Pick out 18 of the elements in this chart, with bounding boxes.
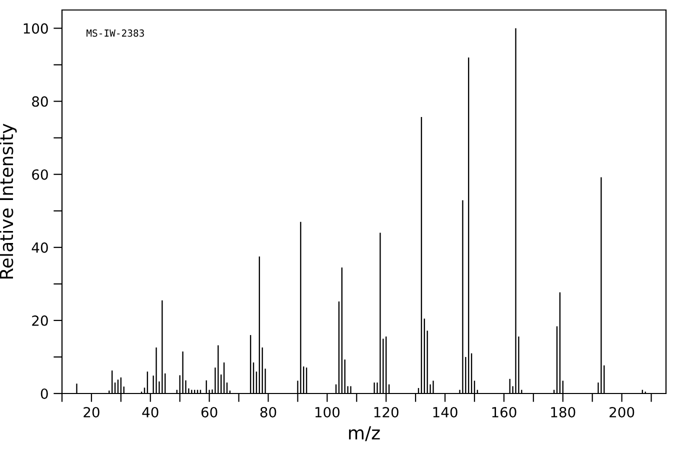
x-tick-label: 80 xyxy=(260,406,276,418)
x-tick-label: 160 xyxy=(492,406,516,418)
y-tick-label: 60 xyxy=(32,169,48,180)
x-tick-label: 200 xyxy=(610,406,634,418)
x-tick-label: 120 xyxy=(374,406,398,418)
y-tick-label: 40 xyxy=(32,242,48,253)
y-tick-label: 0 xyxy=(40,388,48,399)
x-tick-label: 20 xyxy=(84,406,100,418)
x-axis-title: m/z xyxy=(349,426,380,442)
y-tick-label: 20 xyxy=(32,315,48,326)
x-tick-label: 180 xyxy=(551,406,576,418)
annotation: MS-IW-2383 xyxy=(86,29,144,37)
x-tick-label: 100 xyxy=(315,406,340,418)
x-tick-label: 60 xyxy=(201,406,218,418)
y-tick-label: 80 xyxy=(32,96,48,107)
x-tick-label: 40 xyxy=(142,406,158,418)
x-tick-label: 140 xyxy=(433,406,458,418)
y-tick-label: 100 xyxy=(24,23,48,34)
